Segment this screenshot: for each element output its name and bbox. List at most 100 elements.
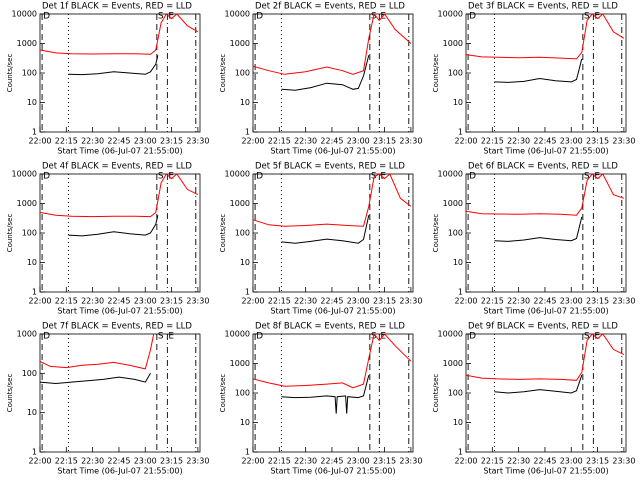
x-tick-label: 22:30 bbox=[294, 457, 317, 466]
series-line bbox=[494, 58, 583, 83]
x-tick-label: 23:30 bbox=[186, 297, 209, 306]
y-tick-label: 100 bbox=[235, 229, 250, 238]
x-tick-label: 23:00 bbox=[347, 297, 370, 306]
event-label: S bbox=[158, 332, 164, 342]
series-line bbox=[68, 215, 159, 237]
x-axis-label: Start Time (06-Jul-07 21:55:00) bbox=[483, 147, 608, 156]
x-tick-label: 22:15 bbox=[481, 457, 504, 466]
y-tick-label: 10 bbox=[453, 258, 463, 267]
x-tick-label: 23:15 bbox=[373, 297, 396, 306]
x-axis-label: Start Time (06-Jul-07 21:55:00) bbox=[483, 307, 608, 316]
event-label: E bbox=[168, 172, 174, 182]
event-label: E bbox=[380, 332, 386, 342]
x-tick-label: 22:30 bbox=[294, 137, 317, 146]
x-axis-label: Start Time (06-Jul-07 21:55:00) bbox=[483, 467, 608, 476]
event-label: E bbox=[594, 172, 600, 182]
plot-frame bbox=[252, 333, 414, 453]
event-label: D bbox=[43, 332, 50, 342]
event-label: S bbox=[584, 12, 590, 22]
x-tick-label: 23:15 bbox=[373, 457, 396, 466]
plot-frame bbox=[465, 173, 627, 293]
x-axis-label: Start Time (06-Jul-07 21:55:00) bbox=[270, 147, 395, 156]
x-tick-label: 23:30 bbox=[186, 457, 209, 466]
x-tick-label: 23:00 bbox=[347, 137, 370, 146]
x-tick-label: 23:00 bbox=[134, 297, 157, 306]
x-tick-label: 23:15 bbox=[586, 457, 609, 466]
series-line bbox=[252, 12, 412, 75]
x-tick-label: 22:30 bbox=[507, 457, 530, 466]
y-tick-label: 1000 bbox=[17, 330, 37, 339]
series-line bbox=[68, 55, 159, 76]
x-tick-label: 22:15 bbox=[55, 297, 78, 306]
x-tick-label: 23:30 bbox=[399, 137, 422, 146]
x-tick-label: 22:45 bbox=[107, 297, 130, 306]
y-tick-label: 10 bbox=[453, 98, 463, 107]
y-tick-label: 1 bbox=[245, 448, 250, 457]
y-tick-label: 10000 bbox=[438, 10, 463, 19]
chart-title: Det 4f BLACK = Events, RED = LLD bbox=[42, 162, 192, 172]
x-tick-label: 23:30 bbox=[399, 297, 422, 306]
y-tick-label: 1000 bbox=[230, 359, 250, 368]
event-label: S bbox=[158, 12, 164, 22]
y-tick-label: 100 bbox=[235, 69, 250, 78]
x-tick-label: 22:45 bbox=[107, 137, 130, 146]
y-tick-label: 1000 bbox=[443, 359, 463, 368]
x-tick-label: 23:00 bbox=[134, 457, 157, 466]
x-tick-label: 22:00 bbox=[241, 297, 264, 306]
event-label: E bbox=[380, 12, 386, 22]
series-line bbox=[465, 333, 625, 381]
x-tick-label: 23:00 bbox=[560, 137, 583, 146]
y-tick-label: 10000 bbox=[12, 170, 37, 179]
y-tick-label: 1000 bbox=[17, 199, 37, 208]
x-tick-label: 22:15 bbox=[268, 297, 291, 306]
series-line bbox=[39, 373, 151, 385]
y-tick-label: 100 bbox=[448, 229, 463, 238]
series-line bbox=[39, 13, 199, 55]
y-tick-label: 10 bbox=[240, 418, 250, 427]
event-label: D bbox=[469, 12, 476, 22]
x-tick-label: 23:15 bbox=[160, 297, 183, 306]
y-tick-label: 10000 bbox=[438, 170, 463, 179]
x-axis-label: Start Time (06-Jul-07 21:55:00) bbox=[270, 307, 395, 316]
y-tick-label: 100 bbox=[22, 229, 37, 238]
x-tick-label: 22:45 bbox=[533, 137, 556, 146]
x-tick-label: 23:00 bbox=[347, 457, 370, 466]
y-axis-label: Counts/sec bbox=[219, 374, 227, 413]
plot-frame bbox=[252, 173, 414, 293]
x-tick-label: 23:30 bbox=[186, 137, 209, 146]
x-tick-label: 22:00 bbox=[28, 137, 51, 146]
y-tick-label: 10 bbox=[27, 98, 37, 107]
event-label: E bbox=[594, 332, 600, 342]
y-tick-label: 1000 bbox=[443, 39, 463, 48]
event-label: E bbox=[594, 12, 600, 22]
y-tick-label: 10 bbox=[27, 408, 37, 417]
event-label: E bbox=[380, 172, 386, 182]
chart-title: Det 7f BLACK = Events, RED = LLD bbox=[42, 322, 192, 332]
y-tick-label: 100 bbox=[22, 69, 37, 78]
x-tick-label: 22:00 bbox=[28, 457, 51, 466]
x-axis-label: Start Time (06-Jul-07 21:55:00) bbox=[57, 307, 182, 316]
x-tick-label: 23:30 bbox=[612, 457, 635, 466]
y-tick-label: 1 bbox=[245, 288, 250, 297]
y-tick-label: 1000 bbox=[443, 199, 463, 208]
x-tick-label: 22:30 bbox=[81, 297, 104, 306]
x-tick-label: 23:30 bbox=[612, 297, 635, 306]
x-tick-label: 23:15 bbox=[373, 137, 396, 146]
chart-title: Det 1f BLACK = Events, RED = LLD bbox=[42, 2, 192, 12]
x-tick-label: 23:15 bbox=[586, 137, 609, 146]
x-axis-label: Start Time (06-Jul-07 21:55:00) bbox=[270, 467, 395, 476]
x-tick-label: 23:30 bbox=[399, 457, 422, 466]
y-tick-label: 1 bbox=[458, 448, 463, 457]
event-label: S bbox=[584, 172, 590, 182]
x-tick-label: 22:15 bbox=[268, 137, 291, 146]
chart-title: Det 8f BLACK = Events, RED = LLD bbox=[255, 322, 405, 332]
series-line bbox=[281, 55, 370, 91]
event-label: D bbox=[469, 332, 476, 342]
event-label: D bbox=[43, 172, 50, 182]
x-tick-label: 23:00 bbox=[560, 457, 583, 466]
x-tick-label: 22:00 bbox=[454, 457, 477, 466]
y-tick-label: 10000 bbox=[438, 330, 463, 339]
event-label: D bbox=[43, 12, 50, 22]
y-tick-label: 1 bbox=[32, 448, 37, 457]
